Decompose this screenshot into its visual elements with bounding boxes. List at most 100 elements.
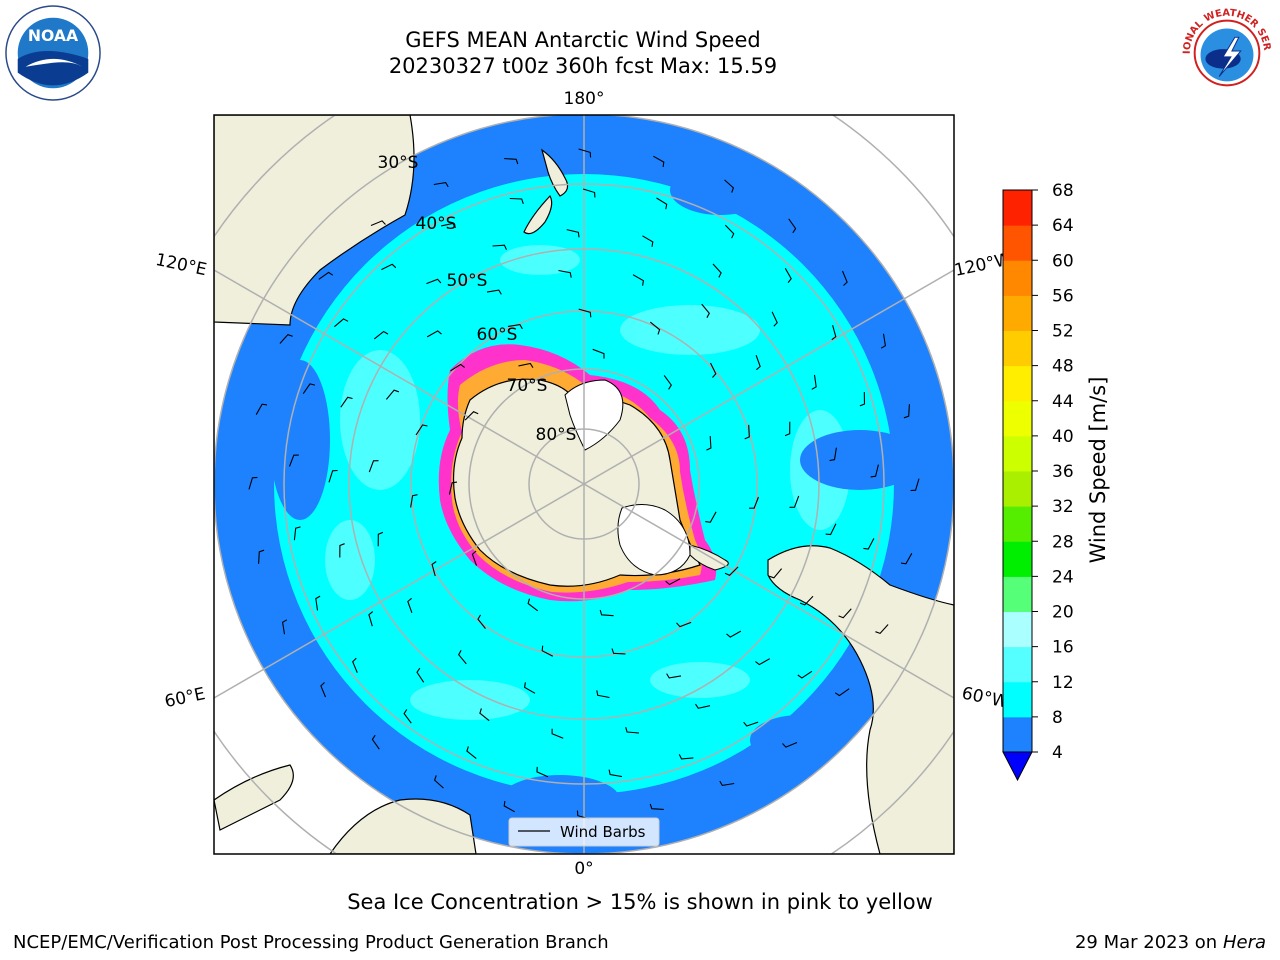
wind-barb: [479, 708, 490, 722]
colorbar-bin: [1003, 611, 1032, 648]
footer-credit: NCEP/EMC/Verification Post Processing Pr…: [13, 932, 609, 953]
wind-barb: [410, 494, 418, 508]
colorbar-tick-label: 16: [1052, 638, 1074, 658]
wind-barb: [248, 476, 258, 490]
wind-barb: [649, 321, 661, 335]
colorbar-bin: [1003, 295, 1032, 331]
lon-label-0: 0°: [574, 859, 593, 879]
wind-barb: [665, 578, 681, 586]
wind-barb: [863, 538, 875, 550]
colorbar-bin: [1003, 225, 1032, 261]
wind-barb: [578, 308, 592, 318]
colorbar-label: Wind Speed [m/s]: [1086, 377, 1110, 564]
wind-barb: [464, 411, 479, 421]
noaa-logo-icon: NOAA: [5, 5, 101, 101]
wind-barb: [755, 355, 761, 371]
wind-barb: [415, 424, 428, 436]
colorbar-bin: [1003, 681, 1032, 718]
chart-subtitle: 20230327 t00z 360h fcst Max: 15.59: [388, 54, 778, 78]
colorbar-bin: [1003, 260, 1032, 296]
wind-barb: [695, 703, 711, 709]
colorbar-bin: [1003, 506, 1032, 542]
wind-barb: [797, 670, 813, 679]
wind-barb: [666, 673, 682, 679]
map-frame: [213, 114, 955, 855]
wind-barb: [426, 330, 442, 338]
colorbar-tick-label: 4: [1052, 743, 1063, 763]
wind-barb: [719, 780, 735, 787]
wind-barb: [302, 383, 316, 395]
map-legend: Wind Barbs: [508, 817, 660, 847]
nws-logo-icon: NATIONAL WEATHER SERVICE: [1178, 4, 1274, 100]
wind-barb: [632, 274, 645, 286]
wind-barb: [352, 657, 358, 673]
wind-barb: [825, 523, 837, 536]
wind-barb: [608, 769, 622, 778]
wind-barb: [726, 630, 742, 638]
wind-barb: [784, 268, 792, 283]
lat-label-30s: 30°S: [378, 153, 419, 173]
wind-barb: [834, 688, 850, 697]
wind-barb: [536, 766, 549, 778]
wind-barb: [578, 148, 592, 158]
colorbar-bin: [1003, 576, 1032, 612]
wind-barb: [433, 775, 444, 789]
wind-barb: [507, 324, 523, 330]
wind-barb: [371, 734, 380, 750]
wind-barb: [724, 179, 735, 193]
wind-barb: [527, 598, 539, 612]
lon-label-180: 180°: [564, 89, 605, 109]
colorbar-tick-label: 44: [1052, 392, 1074, 412]
wind-barb: [784, 421, 791, 437]
wind-barb: [523, 682, 536, 694]
colorbar-extend-low: [1002, 751, 1033, 782]
wind-barb: [788, 218, 797, 234]
wind-barb: [426, 278, 442, 285]
wind-barb: [318, 271, 334, 280]
colorbar-tick-label: 48: [1052, 357, 1074, 377]
wind-barb: [403, 709, 412, 724]
wind-barb: [471, 550, 478, 566]
colorbar-bin: [1003, 400, 1032, 437]
lon-label-60e: 60°E: [163, 684, 207, 712]
noaa-logo-text: NOAA: [28, 26, 79, 45]
wind-barb: [320, 682, 327, 698]
lat-label-60s: 60°S: [477, 325, 518, 345]
wind-barb: [653, 155, 665, 168]
wind-barb: [466, 746, 477, 760]
wind-barb: [870, 464, 879, 478]
colorbar-bin: [1003, 471, 1032, 507]
wind-barb: [440, 222, 457, 229]
wind-barb: [625, 727, 640, 734]
wind-barb: [859, 391, 866, 407]
wind-barb: [611, 648, 626, 655]
colorbar-tick-label: 60: [1052, 251, 1074, 271]
wind-barb: [592, 348, 605, 359]
wind-barb: [712, 263, 722, 278]
footer-date: 29 Mar 2023 on Hera: [1075, 932, 1266, 953]
legend-label: Wind Barbs: [560, 823, 646, 841]
wind-barb: [596, 690, 610, 699]
wind-barb: [477, 614, 486, 629]
wind-barb: [599, 609, 614, 617]
wind-barb: [509, 197, 524, 204]
wind-barb: [328, 469, 338, 483]
wind-barb: [339, 543, 345, 558]
wind-barb: [541, 645, 554, 657]
colorbar-bin: [1003, 716, 1032, 753]
wind-barb: [368, 460, 379, 473]
colorbar-tick-label: 8: [1052, 708, 1063, 728]
lat-label-70s: 70°S: [507, 376, 548, 396]
colorbar-tick-label: 64: [1052, 216, 1074, 236]
wind-barb: [771, 311, 778, 327]
colorbar-bin: [1003, 646, 1032, 683]
chart-title: GEFS MEAN Antarctic Wind Speed: [405, 28, 761, 52]
wind-barb: [724, 224, 735, 239]
wind-barb: [743, 721, 759, 727]
wind-barb: [486, 289, 502, 295]
colorbar-tick-label: 32: [1052, 497, 1074, 517]
wind-barb: [458, 650, 467, 665]
colorbar-bin: [1003, 365, 1032, 402]
wind-barb: [838, 608, 852, 619]
